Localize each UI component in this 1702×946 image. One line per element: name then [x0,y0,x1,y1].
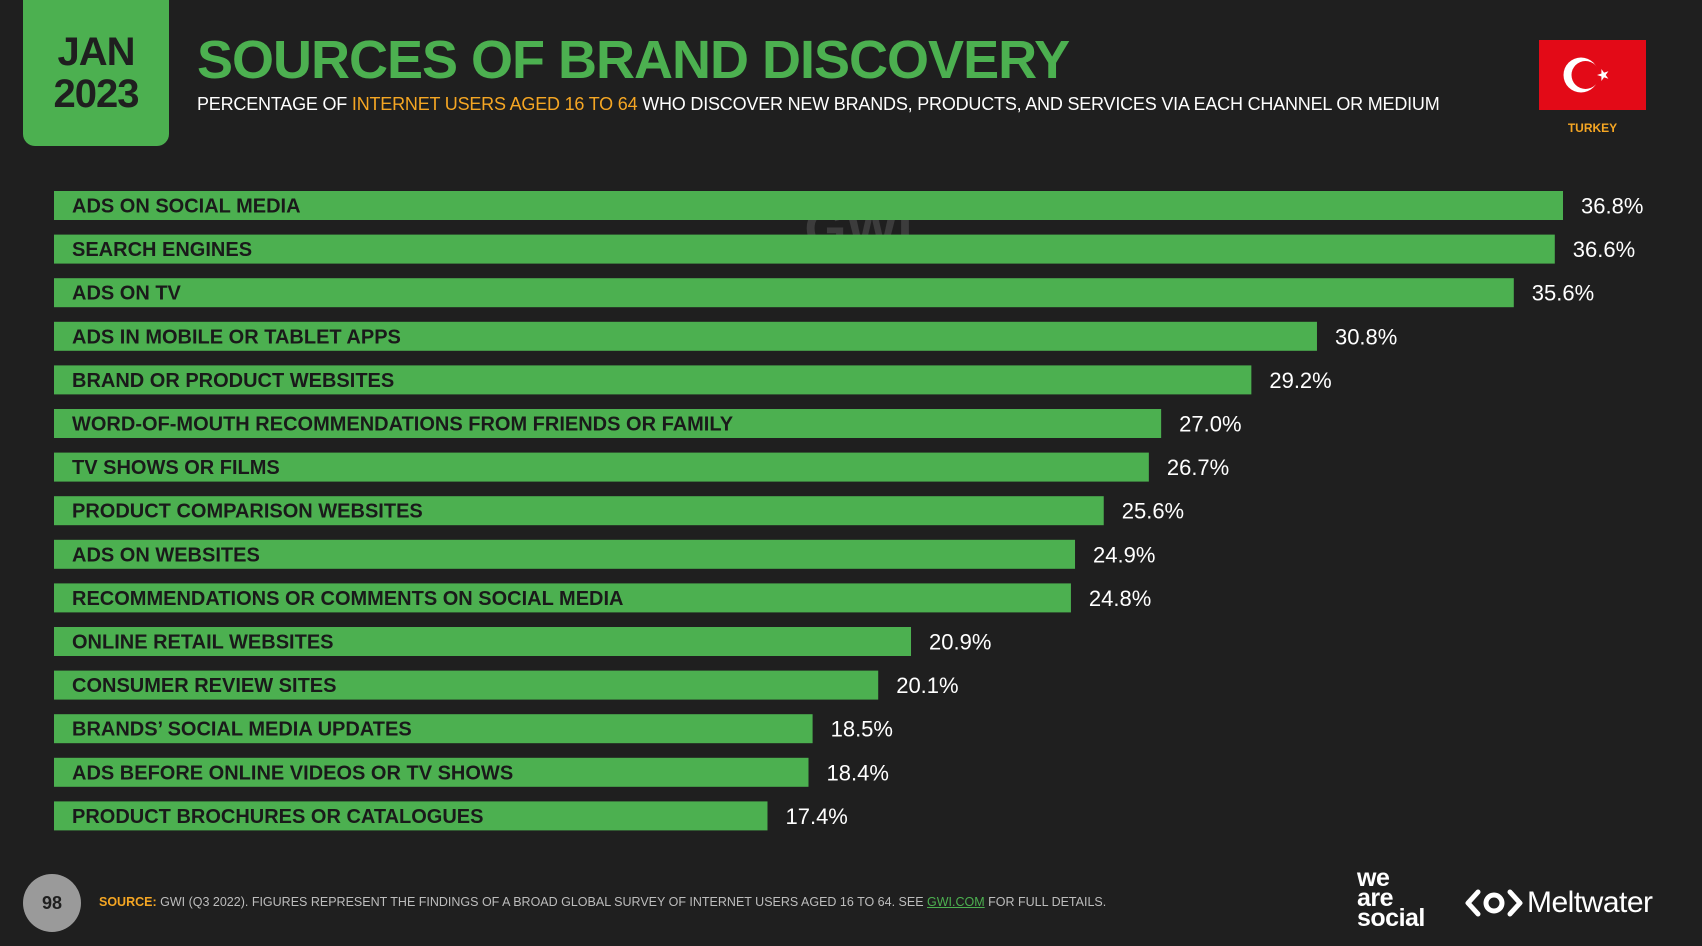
subtitle-highlight: INTERNET USERS AGED 16 TO 64 [351,94,638,114]
bar-category-label: TV SHOWS OR FILMS [72,457,280,479]
bar-category-label: BRANDS’ SOCIAL MEDIA UPDATES [72,719,412,741]
bar [54,496,1104,526]
bar-category-label: RECOMMENDATIONS OR COMMENTS ON SOCIAL ME… [72,588,623,610]
bar-category-label: PRODUCT COMPARISON WEBSITES [72,501,423,523]
source-tail: FOR FULL DETAILS. [984,895,1107,909]
bar-value-label: 24.9% [1093,542,1155,567]
bar-value-label: 20.9% [929,630,991,655]
bar [54,234,1555,264]
meltwater-logo-icon [1465,889,1523,917]
source-link[interactable]: GWI.COM [927,895,985,909]
bar-value-label: 18.4% [827,760,889,785]
bar [54,757,809,787]
date-year: 2023 [53,72,140,116]
source-note: SOURCE: GWI (Q3 2022). FIGURES REPRESENT… [99,895,1106,909]
meltwater-logo: Meltwater [1465,886,1653,920]
meltwater-name: Meltwater [1527,886,1653,919]
date-month: JAN [57,30,135,74]
bar-category-label: PRODUCT BROCHURES OR CATALOGUES [72,806,483,828]
source-label: SOURCE: [99,895,157,909]
bar [54,627,912,656]
bar [54,583,1071,613]
bar-category-label: CONSUMER REVIEW SITES [72,675,336,697]
bar-category-label: BRAND OR PRODUCT WEBSITES [72,370,394,392]
bar-value-label: 25.6% [1122,499,1184,524]
bar [54,191,1563,220]
bar [54,670,879,700]
bar-value-label: 17.4% [785,804,847,829]
page-title: SOURCES OF BRAND DISCOVERY [197,30,1070,90]
bar-category-label: ADS IN MOBILE OR TABLET APPS [72,326,401,348]
bar-value-label: 29.2% [1269,368,1331,393]
bar-value-label: 36.8% [1581,194,1643,219]
bar [54,321,1317,351]
bar-value-label: 20.1% [896,673,958,698]
bar [54,801,768,831]
bar-category-label: ADS ON WEBSITES [72,544,260,566]
subtitle-post: WHO DISCOVER NEW BRANDS, PRODUCTS, AND S… [637,94,1440,114]
bar [54,365,1252,395]
logo-line-2: are [1357,884,1394,912]
bar-value-label: 27.0% [1179,412,1241,437]
logo-line-1: we [1357,864,1390,892]
bar-value-label: 30.8% [1335,324,1397,349]
bar-category-label: ADS ON SOCIAL MEDIA [72,196,301,218]
bar-value-label: 24.8% [1089,586,1151,611]
bar-category-label: ADS BEFORE ONLINE VIDEOS OR TV SHOWS [72,762,513,784]
bar-category-label: WORD-OF-MOUTH RECOMMENDATIONS FROM FRIEN… [72,414,734,436]
logo-line-3: social [1357,904,1425,932]
turkey-flag-icon [1539,40,1646,110]
date-badge: JAN 2023 [23,0,169,146]
source-text: GWI (Q3 2022). FIGURES REPRESENT THE FIN… [156,895,928,909]
page-subtitle: PERCENTAGE OF INTERNET USERS AGED 16 TO … [197,94,1440,115]
country-label: TURKEY [1567,121,1618,135]
bar [54,409,1162,438]
bar [54,539,1076,569]
bar [54,278,1514,308]
page-number: 98 [23,874,81,932]
bar-value-label: 35.6% [1532,281,1594,306]
bar-value-label: 18.5% [831,717,893,742]
bar-category-label: SEARCH ENGINES [72,239,252,261]
we-are-social-logo: we are social [1357,864,1425,932]
bar-category-label: ONLINE RETAIL WEBSITES [72,632,334,654]
bar-category-label: ADS ON TV [72,283,182,305]
bar [54,714,813,744]
bar [54,452,1149,482]
bar-value-label: 26.7% [1167,455,1229,480]
bar-value-label: 36.6% [1573,237,1635,262]
subtitle-pre: PERCENTAGE OF [197,94,352,114]
